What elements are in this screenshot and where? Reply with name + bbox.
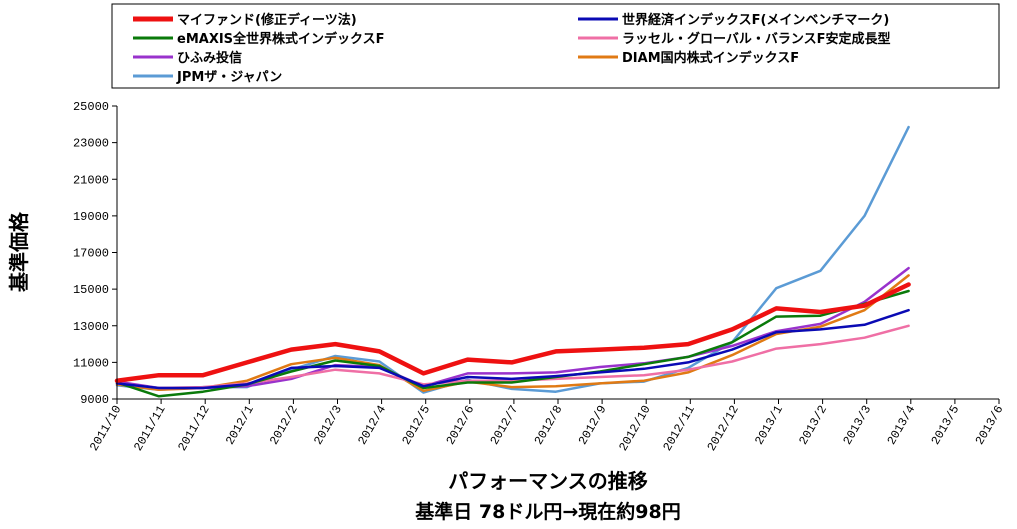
series-line-1: [115, 308, 910, 390]
series-line-0: [114, 282, 911, 383]
legend-label-5: DIAM国内株式インデックスF: [622, 50, 799, 66]
y-tick-label: 25000: [73, 100, 109, 114]
legend-label-2: eMAXIS全世界株式インデックスF: [177, 31, 385, 47]
legend-items: マイファンド(修正ディーツ法) 世界経済インデックスF(メインベンチマーク) eMA…: [133, 12, 891, 85]
y-tick-label: 17000: [73, 247, 109, 261]
legend-label-6: JPMザ・ジャパン: [176, 70, 282, 85]
legend-label-3: ラッセル・グローバル・バランスF安定成長型: [622, 31, 891, 47]
legend-box: [111, 3, 1000, 89]
y-tick-label: 9000: [80, 393, 109, 407]
y-tick-label: 13000: [73, 320, 109, 334]
legend-label-4: ひふみ投信: [177, 50, 242, 66]
y-axis-title: 基準価格: [7, 211, 31, 292]
legend-label-1: 世界経済インデックスF(メインベンチマーク): [622, 12, 889, 28]
y-tick-label: 19000: [73, 210, 109, 224]
legend: マイファンド(修正ディーツ法) 世界経済インデックスF(メインベンチマーク) eMA…: [111, 3, 1000, 89]
y-tick-label: 11000: [73, 356, 109, 370]
y-tick-label: 15000: [73, 283, 109, 297]
legend-label-0: マイファンド(修正ディーツ法): [177, 12, 357, 28]
y-tick-label: 21000: [73, 173, 109, 187]
x-axis-title: パフォーマンスの推移: [448, 469, 648, 493]
y-tick-label: 23000: [73, 137, 109, 151]
chart-subtitle: 基準日 78ドル円→現在約98円: [414, 500, 680, 523]
y-axis-ticks: 9000 11000 13000 15000 17000 19000 21000 23000 2…: [73, 100, 117, 407]
series-line-5: [115, 274, 910, 393]
series-lines: [114, 125, 911, 398]
